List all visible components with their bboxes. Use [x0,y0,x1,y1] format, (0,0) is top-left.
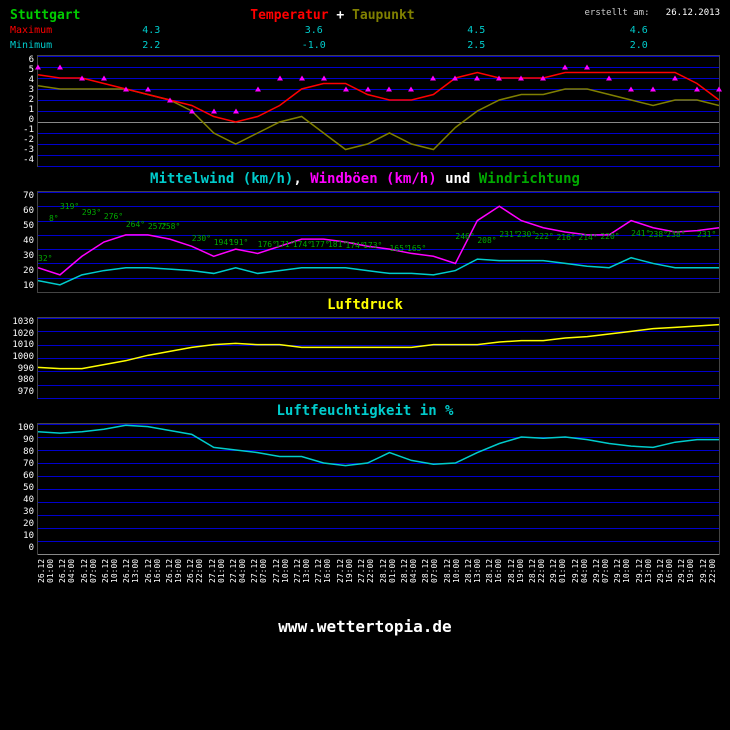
wind-dir-label: 32° [38,254,52,263]
wind-dir-label: 258° [161,222,180,231]
title-pressure: Luftdruck [10,297,720,313]
wind-dir-label: 230° [192,234,211,243]
chart-temp: 6543210-1-2-3-4 [10,55,720,167]
wind-dir-label: 231° [697,230,716,239]
wind-dir-label: 174° [346,241,365,250]
wind-dir-label: 165° [407,244,426,253]
chart-humidity: 1009080706050403020100 [10,423,720,555]
created: erstellt am: 26.12.2013 [585,8,720,23]
wind-dir-label: 181° [328,240,347,249]
title-wind: Mittelwind (km/h), Windböen (km/h) und W… [10,171,720,187]
wind-dir-label: 216° [556,233,575,242]
wind-dir-label: 171° [275,240,294,249]
wind-dir-label: 174° [293,240,312,249]
wind-dir-label: 230° [517,230,536,239]
wind-dir-label: 276° [104,212,123,221]
header: Stuttgart Temperatur + Taupunkt erstellt… [10,8,720,23]
wind-dir-label: 264° [126,220,145,229]
title-humidity: Luftfeuchtigkeit in % [10,403,720,419]
stats-max: Maximum 4.3 3.6 4.5 4.6 [10,25,720,36]
wind-dir-label: 238° [666,230,685,239]
stats-min: Minimum 2.2 -1.0 2.5 2.0 [10,40,720,51]
wind-dir-label: 8° [49,214,59,223]
wind-dir-label: 222° [534,232,553,241]
wind-dir-label: 176° [258,240,277,249]
wind-dir-label: 191° [229,238,248,247]
wind-dir-label: 231° [499,230,518,239]
wind-dir-label: 208° [477,236,496,245]
wind-dir-label: 241° [631,229,650,238]
chart-pressure: 1030102010101000990980970 [10,317,720,399]
wind-dir-label: 319° [60,202,79,211]
chart-wind: 7060504030201032°8°319°293°276°264°257°2… [10,191,720,293]
wind-dir-label: 293° [82,208,101,217]
wind-dir-label: 173° [363,241,382,250]
wind-dir-label: 214° [578,233,597,242]
wind-dir-label: 177° [310,240,329,249]
location: Stuttgart [10,8,80,23]
wind-dir-label: 220° [600,232,619,241]
title-group: Temperatur + Taupunkt [250,8,414,23]
footer: www.wettertopia.de [10,617,720,636]
wind-dir-label: 165° [389,244,408,253]
wind-dir-label: 238° [649,230,668,239]
x-axis: 26.12 01:0026.12 04:0026.12 07:0026.12 1… [37,559,720,611]
wind-dir-label: 246° [455,232,474,241]
